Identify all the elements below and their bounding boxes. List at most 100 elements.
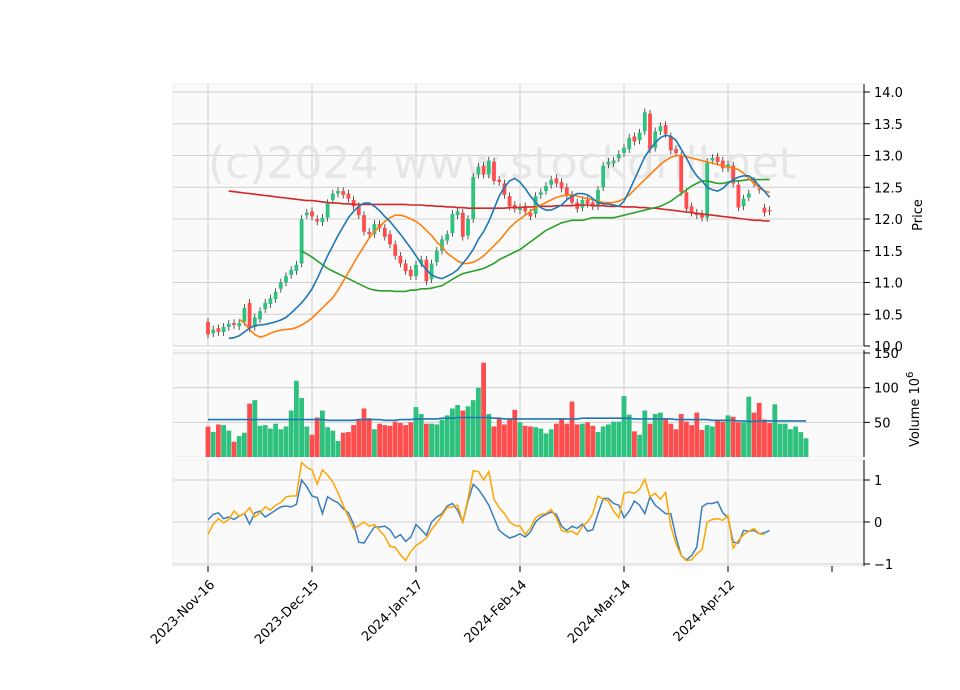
candle-body	[289, 269, 294, 275]
candle-body	[663, 125, 668, 134]
volume-bar	[288, 410, 294, 457]
volume-bar	[689, 425, 694, 457]
x-tick-label: 2024-Apr-12	[671, 578, 738, 645]
volume-bar	[538, 428, 544, 457]
price-tick-label: 12.0	[874, 213, 903, 228]
candle-body	[330, 193, 335, 200]
volume-bar	[611, 421, 616, 457]
candle-body	[580, 199, 585, 208]
volume-bar	[548, 429, 554, 457]
candle-body	[518, 207, 522, 211]
candle-body	[440, 239, 444, 251]
candle-body	[341, 191, 346, 195]
price-tick-label: 10.0	[874, 340, 903, 355]
ma-mid-line	[238, 154, 770, 338]
volume-bar	[772, 404, 778, 457]
volume-bar	[481, 362, 486, 457]
volume-bar	[460, 410, 466, 457]
candle-body	[564, 187, 569, 197]
volume-bar	[424, 423, 429, 457]
price-tick-label: 13.5	[874, 118, 903, 133]
x-tick-label: 2023-Dec-15	[252, 578, 322, 648]
x-tick-label: 2024-Jan-17	[359, 578, 426, 645]
candle-body	[731, 165, 736, 184]
candle-body	[554, 178, 559, 184]
candle-body	[362, 215, 366, 232]
volume-bar	[798, 432, 804, 457]
volume-bar	[652, 414, 658, 457]
candle-body	[258, 311, 262, 320]
volume-bar	[418, 414, 424, 457]
volume-bar	[278, 429, 284, 457]
volume-axis-title: Volume 106	[905, 372, 923, 447]
candle-body	[242, 307, 247, 322]
volume-bar	[694, 412, 700, 457]
volume-bar	[616, 421, 622, 457]
candle-body	[637, 132, 642, 141]
candle-body	[590, 202, 595, 207]
candle-body	[278, 282, 283, 289]
volume-bar	[262, 425, 268, 457]
candle-body	[336, 191, 340, 194]
candle-body	[304, 212, 309, 216]
volume-bar	[221, 425, 226, 457]
volume-bar	[637, 434, 642, 457]
candle-body	[570, 194, 574, 203]
volume-bar	[559, 418, 564, 457]
volume-bar	[403, 425, 408, 457]
candle-body	[346, 193, 351, 199]
ma-fast-line	[228, 134, 771, 340]
volume-tick-label: 100	[874, 382, 899, 397]
candle-body	[294, 264, 299, 272]
candle-body	[502, 183, 507, 195]
x-tick-label: 2024-Mar-14	[565, 578, 634, 647]
volume-bar	[569, 401, 575, 457]
x-tick-label: 2023-Nov-16	[148, 578, 218, 648]
price-candles	[206, 108, 772, 339]
volume-bar	[512, 409, 518, 457]
volume-bar	[361, 408, 367, 457]
candle-body	[601, 165, 606, 188]
volume-bar	[314, 417, 320, 457]
volume-bar	[257, 425, 263, 457]
candle-body	[544, 185, 548, 192]
volume-bar	[554, 423, 559, 457]
candle-body	[674, 149, 678, 153]
candle-body	[232, 323, 236, 326]
candle-body	[476, 166, 481, 175]
candle-body	[642, 112, 647, 132]
volume-bar	[242, 432, 247, 457]
volume-bar	[585, 422, 590, 457]
volume-bar	[210, 432, 216, 457]
candle-body	[757, 188, 762, 190]
candle-body	[372, 224, 377, 235]
volume-bar	[335, 441, 341, 457]
candle-body	[310, 211, 314, 217]
candle-body	[497, 179, 502, 183]
candle-body	[622, 147, 626, 153]
candle-body	[455, 211, 460, 216]
volume-axis-title-exponent: 6	[905, 372, 916, 378]
candle-body	[736, 184, 741, 208]
candle-body	[616, 154, 621, 159]
candle-body	[700, 213, 704, 218]
candle-body	[481, 165, 486, 175]
volume-bar	[382, 425, 388, 457]
candle-body	[762, 207, 767, 213]
price-tick-label: 11.0	[874, 277, 903, 292]
volume-bar	[273, 423, 278, 457]
volume-bar	[377, 423, 382, 457]
ma-slow-line	[301, 178, 770, 293]
candle-body	[263, 302, 268, 310]
candle-body	[382, 227, 387, 237]
candle-body	[226, 323, 231, 327]
volume-bar	[252, 400, 258, 457]
candle-body	[668, 136, 673, 151]
candle-body	[393, 244, 398, 256]
volume-bar	[533, 427, 538, 457]
volume-bar	[574, 424, 580, 457]
volume-bar	[231, 441, 237, 457]
volume-bar	[387, 425, 393, 457]
